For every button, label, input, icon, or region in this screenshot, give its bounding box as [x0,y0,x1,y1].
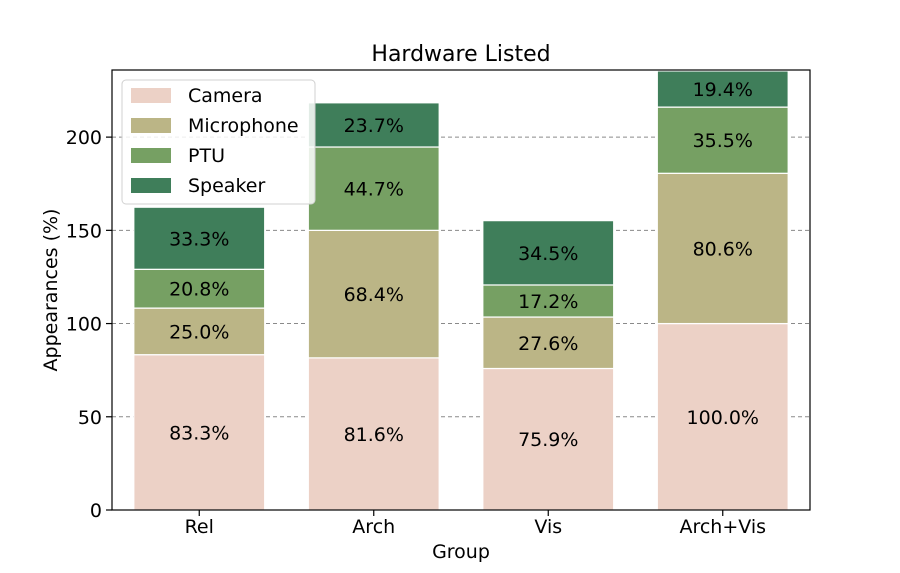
bar-value-label: 23.7% [344,115,404,137]
y-axis-label: Appearances (%) [40,209,62,372]
legend-label-ptu: PTU [188,145,225,167]
bar-value-label: 25.0% [169,321,229,343]
y-tick-label: 150 [66,220,102,242]
bar-value-label: 17.2% [518,291,578,313]
bar-value-label: 44.7% [344,179,404,201]
bar-value-label: 100.0% [687,407,759,429]
bar-segment-ptu-vis [482,284,615,318]
legend: Camera Microphone PTU Speaker [121,79,316,205]
bar-value-label: 19.4% [693,79,753,101]
bar-segment-camera-vis [482,367,615,511]
bar-value-label: 20.8% [169,279,229,301]
legend-label-speaker: Speaker [188,175,265,197]
legend-swatch-camera [131,88,171,103]
x-tick-label: Arch [352,516,395,538]
x-axis-label: Group [432,541,490,563]
y-tick-label: 50 [78,407,102,429]
legend-box [121,79,316,205]
legend-swatch-microphone [131,118,171,133]
bar-segment-microphone-arch [307,229,440,359]
bar-value-label: 35.5% [693,130,753,152]
legend-swatch-ptu [131,148,171,163]
bar-segment-ptu-arch-vis [656,106,789,174]
y-tick-label: 200 [66,127,102,149]
bar-value-label: 83.3% [169,422,229,444]
bar-value-label: 80.6% [693,238,753,260]
legend-label-microphone: Microphone [188,115,299,137]
y-tick-label: 100 [66,314,102,336]
bar-segment-speaker-arch-vis [656,70,789,108]
legend-label-camera: Camera [188,85,263,107]
legend-swatch-speaker [131,178,171,193]
bar-value-label: 68.4% [344,284,404,306]
bar-segment-microphone-arch-vis [656,172,789,325]
x-tick-label: Rel [185,516,214,538]
bar-segment-speaker-vis [482,220,615,286]
x-tick-label: Arch+Vis [679,516,766,538]
plot-frame [111,69,811,511]
bar-value-label: 27.6% [518,333,578,355]
chart-title: Hardware Listed [371,42,550,67]
y-tick-label: 0 [90,500,102,522]
bar-value-label: 33.3% [169,228,229,250]
bar-labels: 83.3% 25.0% 20.8% 33.3% 81.6% 68.4% 44.7% 23.7%… [169,79,759,451]
bar-segment-camera-arch-vis [656,322,789,511]
bar-segment-microphone-rel [133,307,266,356]
bar-segment-microphone-vis [482,316,615,370]
axes: 0 50 100 150 200 Rel Arch Vis Arch+Vis [66,69,811,538]
x-tick-label: Vis [534,516,562,538]
bar-value-label: 34.5% [518,243,578,265]
bar-segment-speaker-rel [133,206,266,270]
bar-value-label: 75.9% [518,429,578,451]
bar-value-label: 81.6% [344,424,404,446]
